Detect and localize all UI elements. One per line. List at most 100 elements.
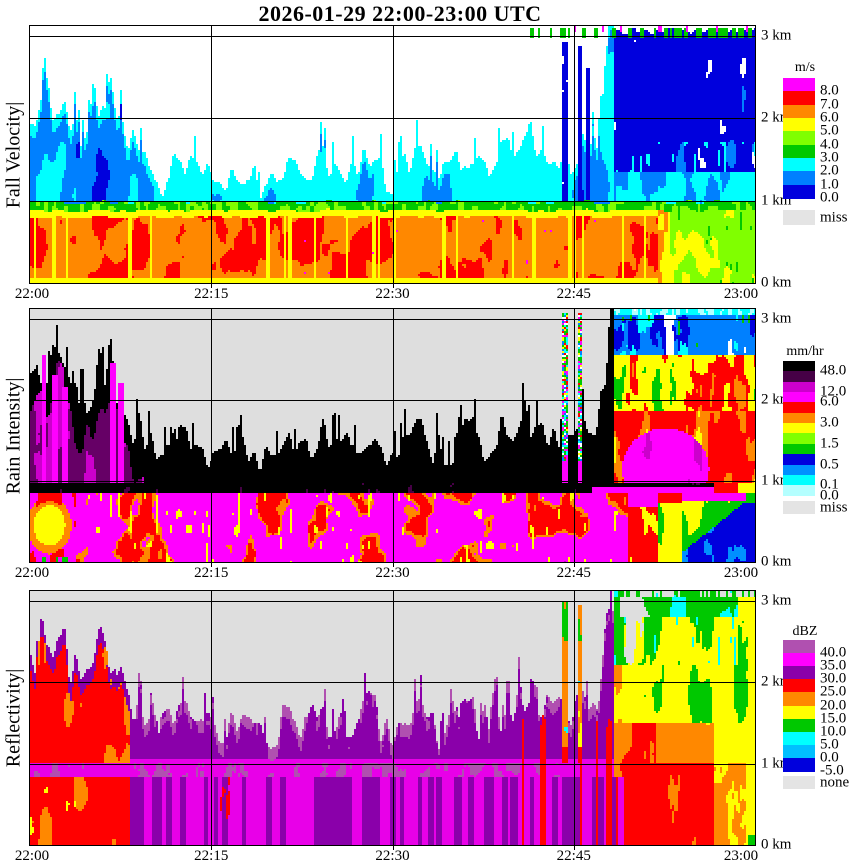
legend-missing-label-rain-intensity: miss	[820, 499, 848, 515]
legend-cell-fall-velocity-1	[783, 91, 815, 106]
legend-label-reflectivity-40.0: 40.0	[820, 644, 847, 661]
legend-label-fall-velocity-3.0: 3.0	[820, 149, 839, 166]
legend-label-reflectivity--5.0: -5.0	[820, 762, 844, 779]
legend-cell-reflectivity-6	[783, 718, 815, 733]
legend-cell-rain-intensity-11	[783, 474, 815, 486]
legend-cell-fall-velocity-8	[783, 184, 815, 199]
rain-intensity-heatmap	[29, 308, 756, 563]
ylabel-reflectivity: Reflectivity|	[2, 668, 25, 768]
legend-label-rain-intensity-0.0: 0.0	[820, 487, 839, 503]
legend-cell-reflectivity-5	[783, 705, 815, 720]
x-tick-label-fall-velocity-0: 22:00	[14, 286, 50, 302]
legend-label-rain-intensity-12.0: 12.0	[820, 383, 847, 400]
legend-missing-label-fall-velocity: miss	[820, 209, 848, 225]
legend-label-fall-velocity-6.0: 6.0	[820, 109, 839, 126]
legend-cell-rain-intensity-2	[783, 381, 815, 393]
legend-label-fall-velocity-4.0: 4.0	[820, 136, 839, 153]
legend-cell-fall-velocity-4	[783, 131, 815, 146]
legend-label-fall-velocity-2.0: 2.0	[820, 162, 839, 179]
ylabel-rain-intensity: Rain Intensity|	[2, 377, 25, 494]
x-tick-rain-intensity-45	[574, 563, 575, 567]
y-tick-label-fall-velocity-0: 0 km	[761, 274, 792, 291]
fall-velocity-heatmap	[29, 25, 756, 284]
x-tick-label-reflectivity-15: 22:15	[194, 848, 229, 864]
x-tick-fall-velocity-30	[393, 284, 394, 288]
legend-label-fall-velocity-0.0: 0.0	[820, 189, 839, 206]
x-tick-fall-velocity-15	[211, 284, 212, 288]
legend-label-rain-intensity-6.0: 6.0	[820, 393, 839, 410]
legend-cell-rain-intensity-1	[783, 371, 815, 383]
legend-cell-reflectivity-1	[783, 653, 815, 667]
x-tick-label-reflectivity-45: 22:45	[556, 848, 591, 864]
x-tick-rain-intensity-30	[393, 563, 394, 567]
legend-cell-reflectivity-7	[783, 731, 815, 746]
legend-cell-rain-intensity-3	[783, 392, 815, 403]
ylabel-fall-velocity: Fall Velocity|	[2, 101, 25, 208]
x-tick-reflectivity-15	[211, 846, 212, 850]
legend-missing-cell-reflectivity	[783, 776, 815, 789]
legend-label-reflectivity-10.0: 10.0	[820, 723, 847, 740]
legend-label-fall-velocity-5.0: 5.0	[820, 122, 839, 139]
legend-label-rain-intensity-1.5: 1.5	[820, 435, 839, 452]
x-tick-label-fall-velocity-60: 23:00	[723, 286, 759, 302]
y-tick-label-reflectivity-0: 0 km	[761, 836, 792, 853]
x-tick-label-reflectivity-0: 22:00	[14, 848, 50, 864]
legend-cell-reflectivity-0	[783, 640, 815, 654]
legend-label-reflectivity-35.0: 35.0	[820, 657, 847, 674]
legend-cell-fall-velocity-0	[783, 78, 815, 92]
legend-label-reflectivity-15.0: 15.0	[820, 710, 847, 727]
legend-cell-fall-velocity-5	[783, 144, 815, 159]
legend-label-rain-intensity-3.0: 3.0	[820, 414, 839, 431]
x-tick-label-rain-intensity-30: 22:30	[375, 565, 410, 581]
legend-label-fall-velocity-8.0: 8.0	[820, 82, 839, 99]
x-tick-rain-intensity-15	[211, 563, 212, 567]
y-tick-label-reflectivity-3: 3 km	[761, 592, 792, 609]
x-tick-fall-velocity-45	[574, 284, 575, 288]
legend-label-reflectivity-0.0: 0.0	[820, 749, 839, 766]
x-tick-label-fall-velocity-15: 22:15	[194, 286, 229, 302]
legend-cell-rain-intensity-0	[783, 361, 815, 372]
y-tick-label-fall-velocity-3: 3 km	[761, 27, 792, 44]
legend-cell-rain-intensity-9	[783, 454, 815, 465]
legend-cell-rain-intensity-12	[783, 485, 815, 497]
legend-title-fall-velocity: m/s	[794, 60, 816, 75]
y-tick-label-rain-intensity-3: 3 km	[761, 310, 792, 327]
legend-cell-rain-intensity-8	[783, 443, 815, 455]
y-tick-label-rain-intensity-0: 0 km	[761, 553, 792, 570]
x-tick-reflectivity-30	[393, 846, 394, 850]
x-tick-reflectivity-45	[574, 846, 575, 850]
legend-title-rain-intensity: mm/hr	[786, 344, 824, 359]
legend-label-fall-velocity-7.0: 7.0	[820, 96, 839, 113]
legend-missing-label-reflectivity: none	[820, 774, 850, 790]
legend-cell-rain-intensity-7	[783, 433, 815, 445]
reflectivity-heatmap	[29, 590, 756, 846]
legend-missing-cell-fall-velocity	[783, 210, 815, 225]
x-tick-label-rain-intensity-0: 22:00	[14, 565, 50, 581]
legend-cell-rain-intensity-6	[783, 423, 815, 434]
legend-cell-fall-velocity-6	[783, 158, 815, 172]
legend-cell-reflectivity-8	[783, 744, 815, 759]
x-tick-label-rain-intensity-15: 22:15	[194, 565, 229, 581]
legend-cell-rain-intensity-5	[783, 412, 815, 424]
legend-label-reflectivity-25.0: 25.0	[820, 683, 847, 700]
page-title: 2026-01-29 22:00-23:00 UTC	[258, 1, 542, 26]
legend-label-reflectivity-5.0: 5.0	[820, 736, 839, 753]
legend-title-reflectivity: dBZ	[792, 624, 818, 639]
legend-label-reflectivity-20.0: 20.0	[820, 697, 847, 713]
legend-cell-reflectivity-2	[783, 666, 815, 680]
legend-cell-fall-velocity-3	[783, 118, 815, 132]
x-tick-label-rain-intensity-45: 22:45	[556, 565, 591, 581]
legend-cell-reflectivity-9	[783, 757, 815, 772]
x-tick-label-fall-velocity-45: 22:45	[556, 286, 591, 302]
legend-cell-rain-intensity-4	[783, 402, 815, 414]
legend-cell-reflectivity-4	[783, 692, 815, 707]
legend-label-rain-intensity-0.5: 0.5	[820, 456, 839, 472]
x-tick-label-reflectivity-60: 23:00	[723, 848, 759, 864]
x-tick-label-reflectivity-30: 22:30	[375, 848, 410, 864]
legend-cell-reflectivity-3	[783, 679, 815, 693]
x-tick-label-rain-intensity-60: 23:00	[723, 565, 759, 581]
legend-cell-fall-velocity-7	[783, 171, 815, 186]
legend-missing-cell-rain-intensity	[783, 501, 815, 514]
legend-cell-fall-velocity-2	[783, 104, 815, 119]
legend-cell-rain-intensity-10	[783, 464, 815, 476]
